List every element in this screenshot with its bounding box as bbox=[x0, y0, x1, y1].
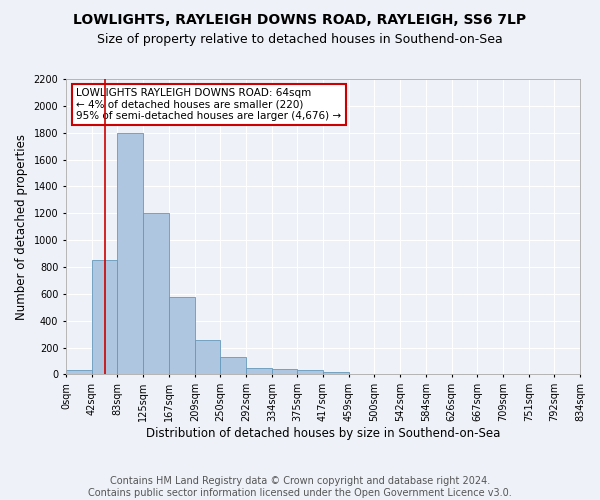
Text: LOWLIGHTS, RAYLEIGH DOWNS ROAD, RAYLEIGH, SS6 7LP: LOWLIGHTS, RAYLEIGH DOWNS ROAD, RAYLEIGH… bbox=[73, 12, 527, 26]
Bar bbox=[169, 296, 195, 374]
Bar bbox=[297, 370, 323, 374]
X-axis label: Distribution of detached houses by size in Southend-on-Sea: Distribution of detached houses by size … bbox=[146, 427, 500, 440]
Bar bbox=[66, 370, 92, 374]
Bar bbox=[92, 260, 117, 374]
Bar bbox=[272, 369, 297, 374]
Bar bbox=[246, 368, 272, 374]
Text: LOWLIGHTS RAYLEIGH DOWNS ROAD: 64sqm
← 4% of detached houses are smaller (220)
9: LOWLIGHTS RAYLEIGH DOWNS ROAD: 64sqm ← 4… bbox=[76, 88, 341, 121]
Y-axis label: Number of detached properties: Number of detached properties bbox=[15, 134, 28, 320]
Bar bbox=[143, 214, 169, 374]
Bar bbox=[195, 340, 220, 374]
Bar bbox=[220, 357, 246, 374]
Text: Contains HM Land Registry data © Crown copyright and database right 2024.
Contai: Contains HM Land Registry data © Crown c… bbox=[88, 476, 512, 498]
Bar bbox=[323, 372, 349, 374]
Bar bbox=[117, 132, 143, 374]
Text: Size of property relative to detached houses in Southend-on-Sea: Size of property relative to detached ho… bbox=[97, 32, 503, 46]
